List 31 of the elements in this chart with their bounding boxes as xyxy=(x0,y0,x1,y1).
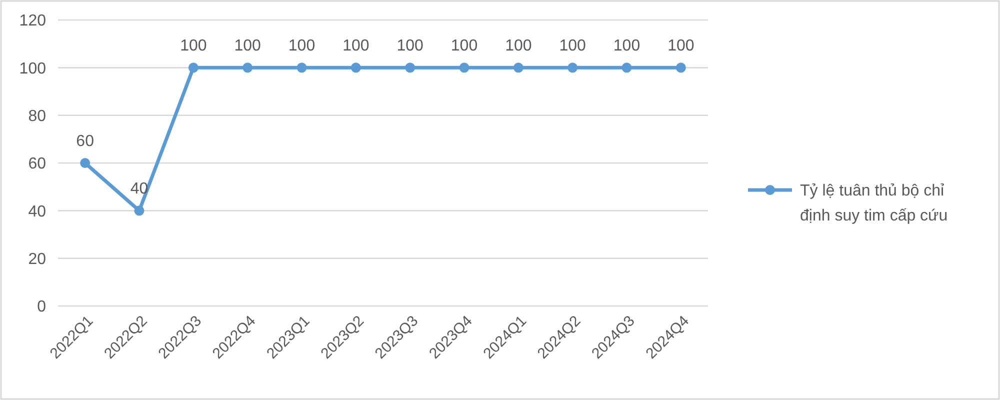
point xyxy=(622,62,632,73)
data-label: 100 xyxy=(180,38,207,55)
data-label: 100 xyxy=(234,38,262,55)
point xyxy=(188,62,198,73)
data-label: 100 xyxy=(613,38,640,55)
point xyxy=(80,158,90,168)
point xyxy=(134,206,144,216)
y-tick-label: 120 xyxy=(19,12,46,30)
data-label: 100 xyxy=(288,38,316,55)
data-label: 60 xyxy=(76,133,94,150)
point xyxy=(296,62,307,73)
legend-label: Tỷ lệ tuân thủ bộ chỉ định suy tim cấp cứu xyxy=(800,182,948,224)
point xyxy=(568,62,578,73)
point xyxy=(350,62,361,73)
y-tick-label: 20 xyxy=(28,250,46,268)
data-label: 100 xyxy=(668,38,694,55)
point xyxy=(459,62,470,73)
y-tick-label: 60 xyxy=(28,156,46,173)
data-label: 100 xyxy=(505,38,532,55)
data-label: 100 xyxy=(396,38,424,55)
point xyxy=(676,62,686,73)
data-label: 100 xyxy=(342,38,370,55)
y-tick-label: 100 xyxy=(19,60,46,78)
data-label: 100 xyxy=(559,38,586,55)
point xyxy=(242,62,253,73)
y-tick-label: 40 xyxy=(28,203,46,220)
y-tick-label: 0 xyxy=(37,298,46,316)
point xyxy=(513,62,524,73)
y-tick-label: 80 xyxy=(28,108,46,125)
point xyxy=(405,62,416,73)
data-label: 100 xyxy=(450,38,478,55)
